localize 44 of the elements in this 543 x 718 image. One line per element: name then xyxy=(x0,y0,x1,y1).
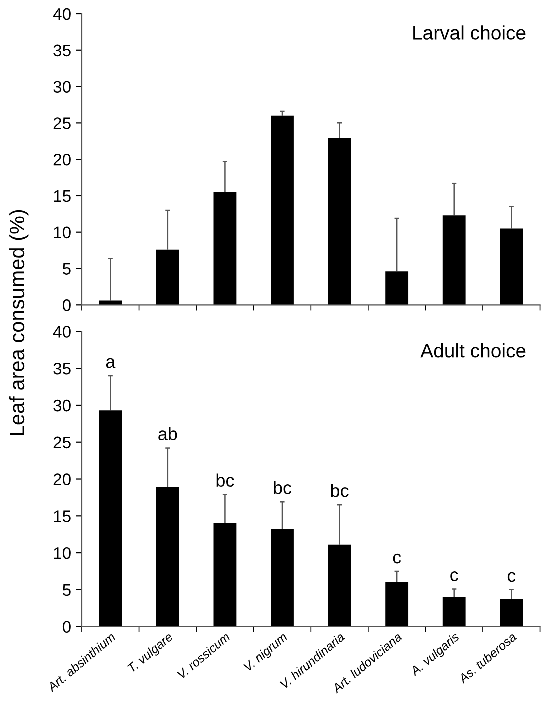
y-tick-label: 10 xyxy=(54,547,71,560)
chart-title: Adult choice xyxy=(420,344,526,358)
bar xyxy=(156,250,180,306)
annotation: c xyxy=(393,554,402,564)
bar xyxy=(442,216,466,306)
bar xyxy=(328,544,352,627)
bar xyxy=(271,529,294,627)
y-tick-label: 10 xyxy=(54,226,71,239)
annotation: c xyxy=(450,572,458,582)
y-tick-label: 20 xyxy=(54,154,71,166)
annotation: bc xyxy=(331,484,349,498)
bar xyxy=(328,138,352,306)
y-tick-label: 5 xyxy=(62,263,71,275)
y-tick-label: 5 xyxy=(62,584,71,596)
annotation: bc xyxy=(216,474,234,488)
y-tick-label: 0 xyxy=(62,621,71,634)
y-tick-label: 20 xyxy=(54,474,71,486)
y-tick-label: 40 xyxy=(53,326,71,338)
y-tick-label: 40 xyxy=(53,8,71,20)
bar xyxy=(214,192,237,306)
y-axis-title: Leaf area consumed (%) xyxy=(9,210,29,436)
y-tick-label: 25 xyxy=(54,118,71,130)
bar xyxy=(500,228,524,306)
y-tick-label: 35 xyxy=(54,44,71,57)
y-tick-label: 35 xyxy=(54,363,71,375)
bar xyxy=(386,272,409,306)
bar xyxy=(500,600,524,627)
chart-title: Larval choice xyxy=(414,26,526,40)
bar xyxy=(156,487,180,627)
bar xyxy=(99,410,122,627)
bar xyxy=(442,597,466,627)
y-tick-label: 25 xyxy=(54,436,71,449)
bar xyxy=(214,524,237,627)
bar xyxy=(271,116,294,306)
y-tick-label: 30 xyxy=(54,400,71,412)
bar xyxy=(386,582,409,627)
y-tick-label: 0 xyxy=(62,300,71,312)
y-tick-label: 15 xyxy=(54,510,71,522)
annotation: bc xyxy=(274,481,292,494)
y-tick-label: 15 xyxy=(54,190,71,202)
annotation: c xyxy=(508,572,516,582)
annotation: a xyxy=(106,358,116,368)
y-tick-label: 30 xyxy=(54,81,71,93)
annotation: ab xyxy=(158,427,178,441)
